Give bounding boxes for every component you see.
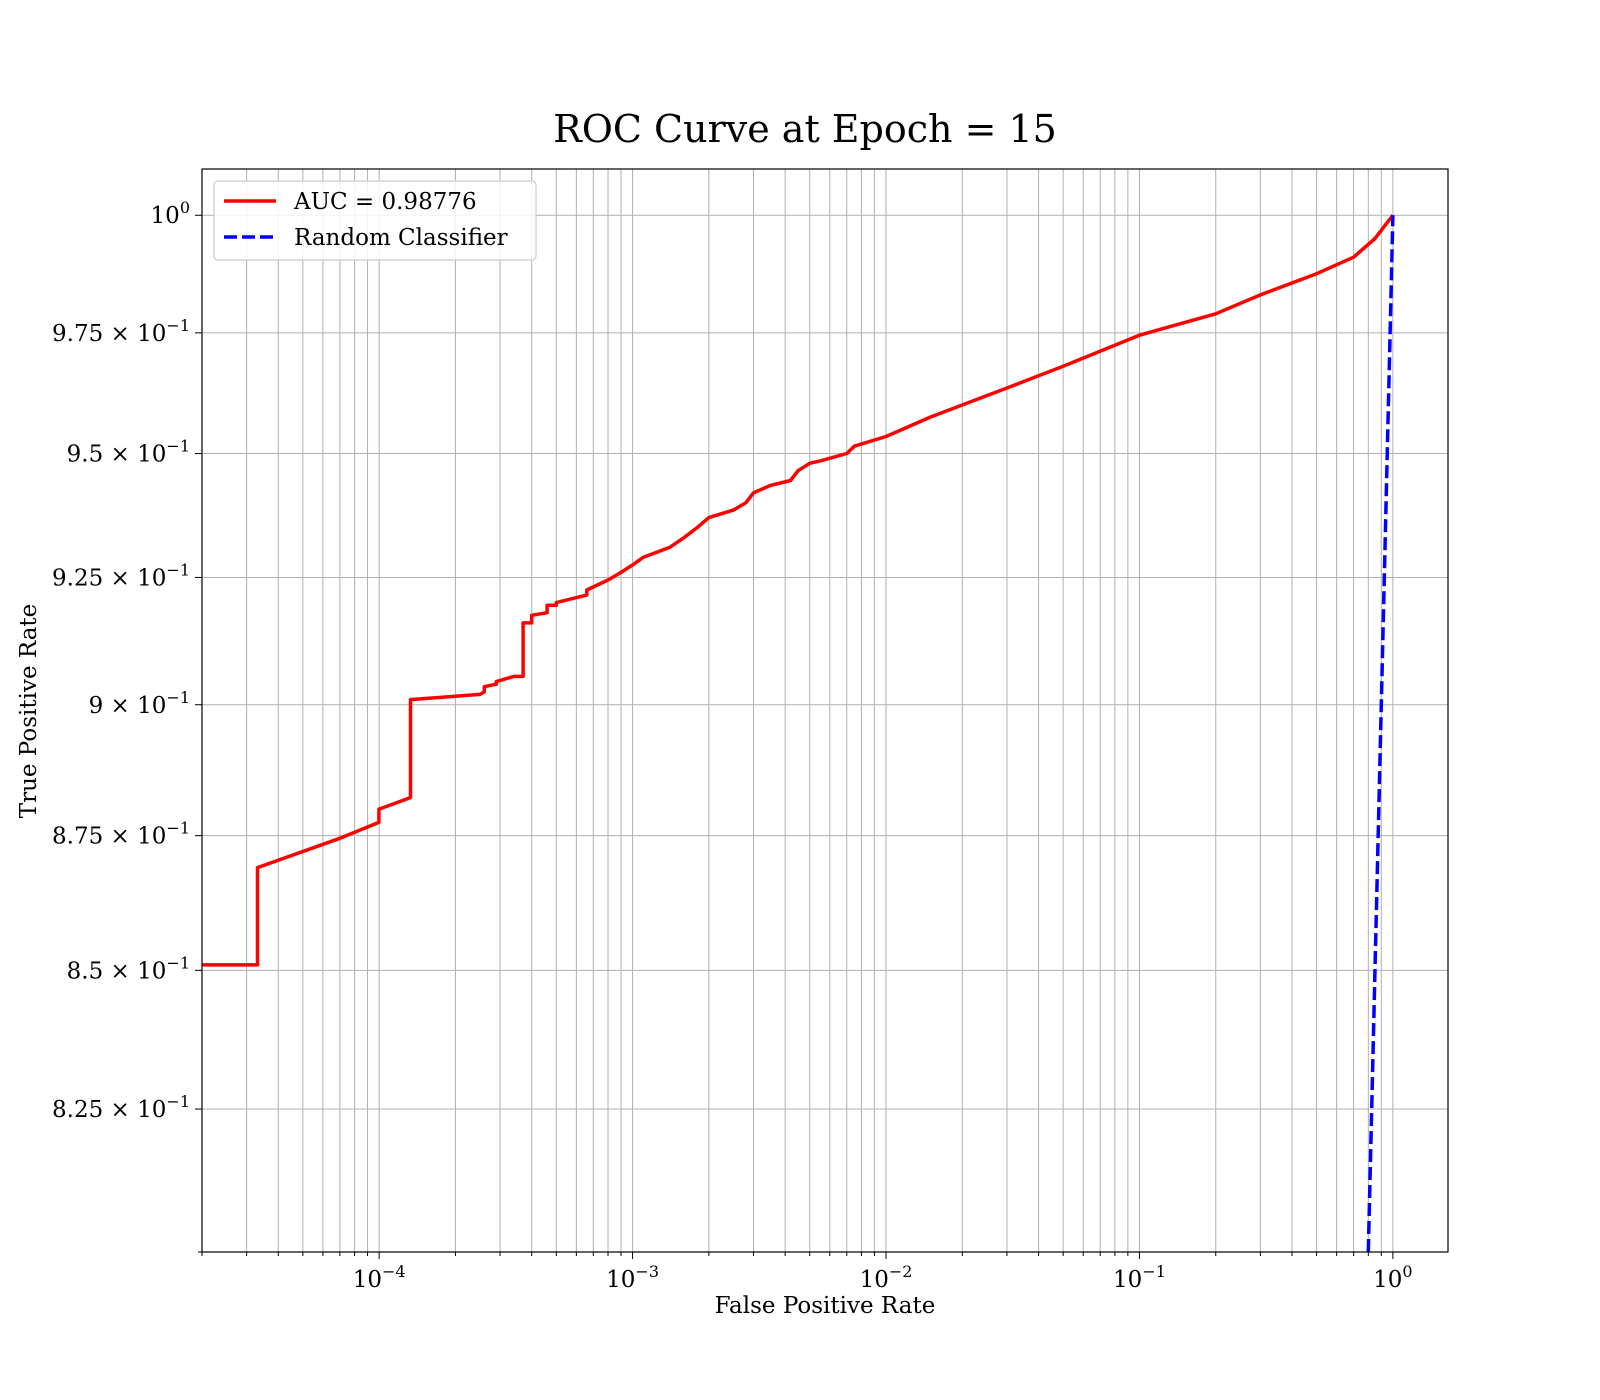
y-tick-label: 8.5 × 10−1 [67, 953, 190, 984]
chart-title: ROC Curve at Epoch = 15 [553, 107, 1057, 151]
x-tick-label: 10−2 [860, 1262, 913, 1293]
y-tick-label: 9.5 × 10−1 [67, 437, 190, 468]
x-axis-label: False Positive Rate [715, 1293, 936, 1319]
series-layer [202, 214, 1395, 1253]
y-tick-label: 100 [151, 198, 190, 229]
legend: AUC = 0.98776 Random Classifier [213, 180, 537, 261]
y-tick-label: 8.25 × 10−1 [52, 1092, 190, 1123]
y-tick-label: 9.75 × 10−1 [52, 316, 190, 347]
x-tick-label: 100 [1373, 1262, 1412, 1293]
roc-curve-line [202, 214, 1395, 967]
x-tick-label: 10−3 [606, 1262, 659, 1293]
x-tick-label: 10−4 [353, 1262, 406, 1293]
legend-label-auc: AUC = 0.98776 [293, 189, 477, 215]
axis-ticks: 10−4 10−3 10−2 10−1 100 8.25 × 10−1 8.5 × 10−1… [52, 198, 1413, 1293]
y-axis-label: True Positive Rate [16, 604, 42, 819]
y-tick-label: 8.75 × 10−1 [52, 819, 190, 850]
y-tick-label: 9 × 10−1 [89, 688, 190, 719]
random-classifier-line [1366, 215, 1395, 1253]
grid [201, 169, 1448, 1252]
y-tick-label: 9.25 × 10−1 [52, 560, 190, 591]
plot-frame [201, 168, 1449, 1253]
legend-box [213, 180, 537, 261]
x-tick-label: 10−1 [1113, 1262, 1166, 1293]
legend-label-random: Random Classifier [294, 225, 508, 251]
